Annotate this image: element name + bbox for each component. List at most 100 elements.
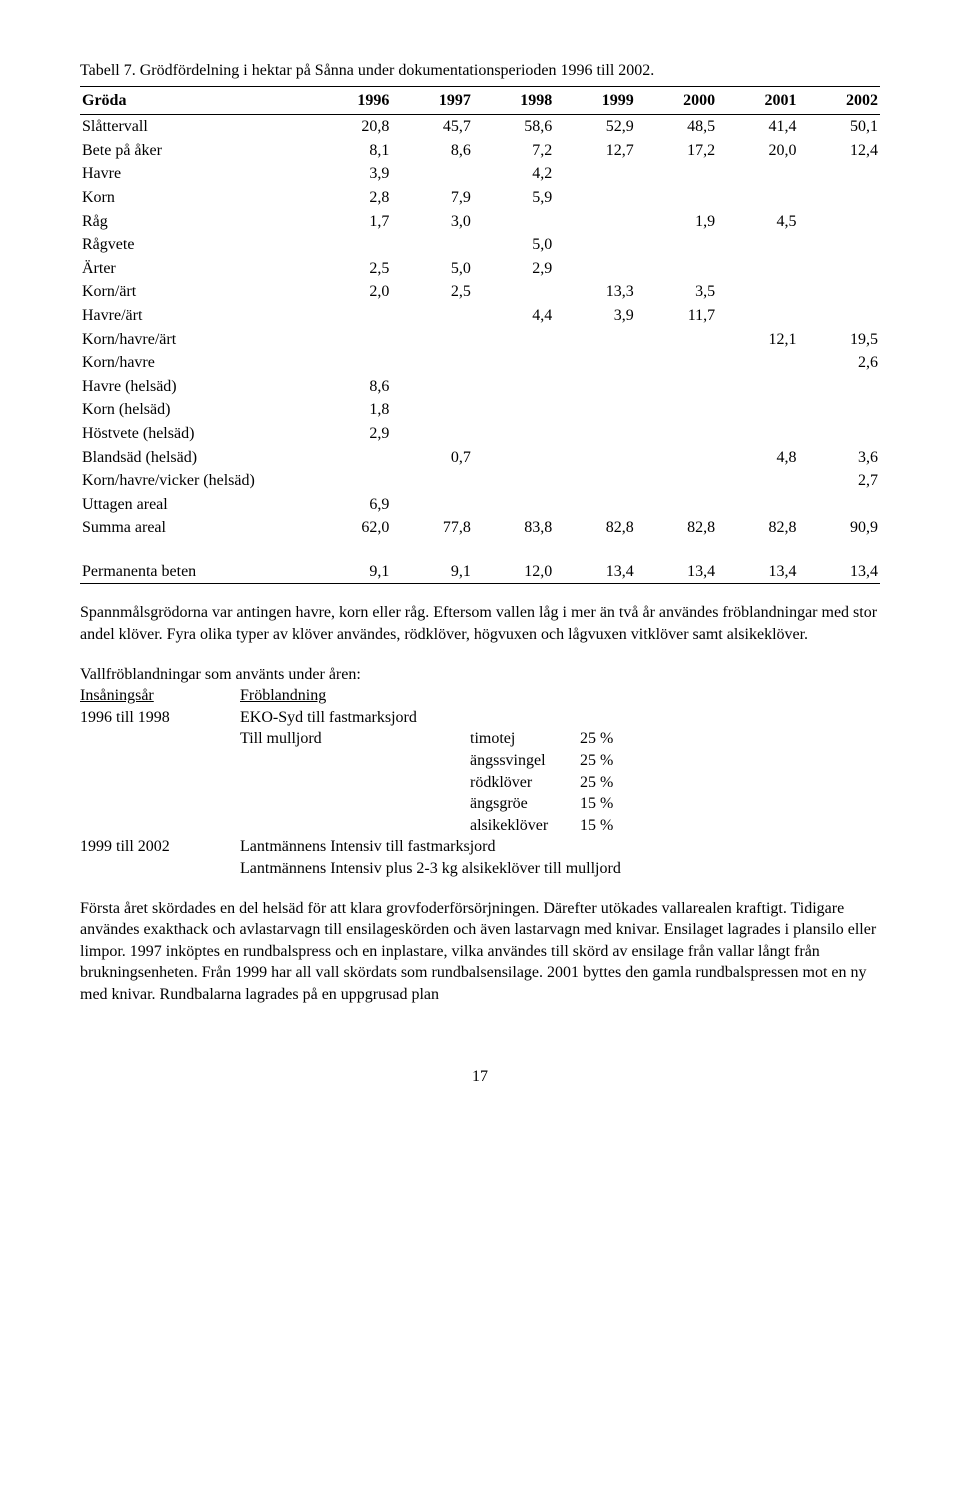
table-cell <box>636 351 717 375</box>
table-cell <box>473 351 554 375</box>
table-cell <box>636 398 717 422</box>
table-cell <box>473 210 554 234</box>
table-cell <box>310 304 391 328</box>
table-row: Korn/ärt2,02,513,33,5 <box>80 280 880 304</box>
table-cell <box>717 186 798 210</box>
table-cell <box>799 493 880 517</box>
table-cell: 82,8 <box>717 516 798 540</box>
table-cell <box>391 375 472 399</box>
table-cell <box>391 328 472 352</box>
table-cell: 5,0 <box>391 257 472 281</box>
table-cell: 13,4 <box>717 560 798 584</box>
table-cell: 1,8 <box>310 398 391 422</box>
table-row: Havre (helsäd)8,6 <box>80 375 880 399</box>
seed-row-1999-2: Lantmännens Intensiv plus 2-3 kg alsikek… <box>80 858 880 880</box>
seed-mix-row: Till mulljord timotej 25 % <box>240 728 880 750</box>
table-cell <box>391 493 472 517</box>
paragraph-1: Spannmålsgrödorna var antingen havre, ko… <box>80 602 880 645</box>
table-cell: 8,6 <box>391 139 472 163</box>
table-row: Ärter2,55,02,9 <box>80 257 880 281</box>
table-cell <box>799 375 880 399</box>
table-cell <box>717 375 798 399</box>
table-cell: 1,9 <box>636 210 717 234</box>
table-cell <box>636 257 717 281</box>
table-cell: Ärter <box>80 257 310 281</box>
table-cell <box>310 446 391 470</box>
table-cell: 2,0 <box>310 280 391 304</box>
table-row: Korn2,87,95,9 <box>80 186 880 210</box>
table-cell <box>310 469 391 493</box>
table-cell: 19,5 <box>799 328 880 352</box>
table-row: Summa areal62,077,883,882,882,882,890,9 <box>80 516 880 540</box>
table-cell: 2,8 <box>310 186 391 210</box>
table-cell: 17,2 <box>636 139 717 163</box>
seed-mix-row: alsikeklöver 15 % <box>240 815 880 837</box>
mix-pct: 25 % <box>580 728 650 750</box>
table-cell <box>554 469 635 493</box>
crop-table: Gröda 1996 1997 1998 1999 2000 2001 2002… <box>80 86 880 585</box>
table-cell: Blandsäd (helsäd) <box>80 446 310 470</box>
table-cell: Råg <box>80 210 310 234</box>
table-cell: 4,5 <box>717 210 798 234</box>
table-cell: 2,5 <box>391 280 472 304</box>
table-cell <box>310 328 391 352</box>
table-cell <box>636 446 717 470</box>
table-cell <box>799 304 880 328</box>
table-cell: Summa areal <box>80 516 310 540</box>
table-cell: 12,7 <box>554 139 635 163</box>
table-cell <box>799 280 880 304</box>
table-cell: Korn/havre/vicker (helsäd) <box>80 469 310 493</box>
table-cell: Bete på åker <box>80 139 310 163</box>
table-cell <box>636 162 717 186</box>
table-cell: 62,0 <box>310 516 391 540</box>
table-cell: 4,2 <box>473 162 554 186</box>
table-cell: 3,0 <box>391 210 472 234</box>
seed-year-2: 1999 till 2002 <box>80 836 240 858</box>
table-cell <box>636 469 717 493</box>
table-cell: Höstvete (helsäd) <box>80 422 310 446</box>
table-cell: 9,1 <box>391 560 472 584</box>
table-cell: 9,1 <box>310 560 391 584</box>
col-header: 1999 <box>554 86 635 115</box>
table-cell <box>391 162 472 186</box>
table-cell: 77,8 <box>391 516 472 540</box>
table-cell: Korn <box>80 186 310 210</box>
table-cell <box>554 422 635 446</box>
mix-pct: 15 % <box>580 793 650 815</box>
table-row: Korn (helsäd)1,8 <box>80 398 880 422</box>
seed-intro: Vallfröblandningar som använts under åre… <box>80 664 880 686</box>
page-number: 17 <box>80 1066 880 1088</box>
table-cell <box>554 351 635 375</box>
table-cell <box>717 422 798 446</box>
table-cell <box>554 398 635 422</box>
table-cell <box>717 304 798 328</box>
table-header-row: Gröda 1996 1997 1998 1999 2000 2001 2002 <box>80 86 880 115</box>
seed-y1-line2: Till mulljord <box>240 728 470 750</box>
table-cell: Havre <box>80 162 310 186</box>
table-cell: 4,4 <box>473 304 554 328</box>
table-cell: 3,9 <box>310 162 391 186</box>
table-cell <box>636 375 717 399</box>
table-cell <box>473 398 554 422</box>
table-cell: 3,9 <box>554 304 635 328</box>
table-cell: 20,0 <box>717 139 798 163</box>
table-footer-row: Permanenta beten9,19,112,013,413,413,413… <box>80 560 880 584</box>
table-cell: 5,9 <box>473 186 554 210</box>
table-cell <box>310 233 391 257</box>
table-cell <box>473 375 554 399</box>
table-cell: Permanenta beten <box>80 560 310 584</box>
mix-name: ängssvingel <box>470 750 580 772</box>
table-cell: 7,2 <box>473 139 554 163</box>
seed-y2-line2: Lantmännens Intensiv plus 2-3 kg alsikek… <box>240 858 880 880</box>
mix-name: rödklöver <box>470 772 580 794</box>
table-cell: 2,6 <box>799 351 880 375</box>
table-cell <box>717 233 798 257</box>
table-cell: 12,4 <box>799 139 880 163</box>
table-cell: 48,5 <box>636 115 717 139</box>
table-row: Råg1,73,01,94,5 <box>80 210 880 234</box>
table-cell <box>473 328 554 352</box>
table-cell <box>799 398 880 422</box>
table-row: Korn/havre/ärt12,119,5 <box>80 328 880 352</box>
table-cell: 2,9 <box>310 422 391 446</box>
table-cell: 58,6 <box>473 115 554 139</box>
